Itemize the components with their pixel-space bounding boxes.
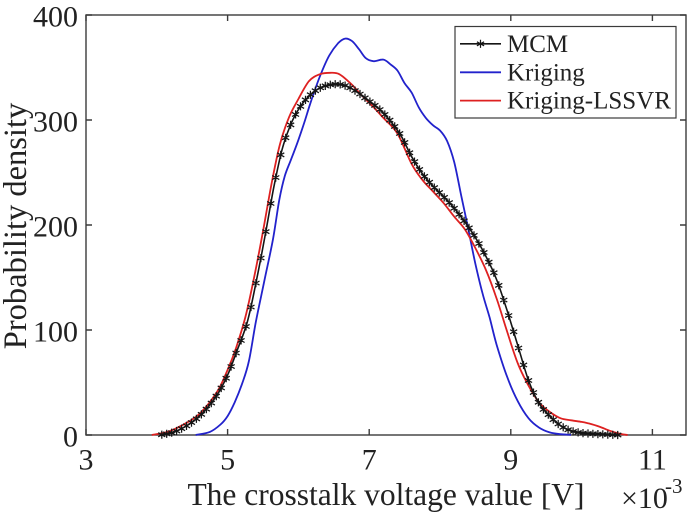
svg-text:The crosstalk voltage value [V: The crosstalk voltage value [V] [187, 477, 584, 512]
svg-text:200: 200 [33, 211, 78, 244]
svg-text:Kriging: Kriging [507, 59, 585, 86]
svg-text:11: 11 [638, 444, 667, 477]
svg-text:×10: ×10 [621, 482, 668, 515]
svg-text:Kriging-LSSVR: Kriging-LSSVR [507, 88, 671, 115]
svg-text:-3: -3 [665, 474, 683, 498]
svg-text:MCM: MCM [507, 31, 568, 58]
svg-text:Probability density: Probability density [0, 102, 34, 349]
svg-text:400: 400 [33, 1, 78, 34]
svg-text:300: 300 [33, 106, 78, 139]
svg-text:9: 9 [503, 444, 518, 477]
svg-text:7: 7 [362, 444, 377, 477]
svg-text:5: 5 [220, 444, 235, 477]
svg-text:3: 3 [79, 444, 94, 477]
svg-text:0: 0 [63, 421, 78, 454]
svg-text:100: 100 [33, 316, 78, 349]
